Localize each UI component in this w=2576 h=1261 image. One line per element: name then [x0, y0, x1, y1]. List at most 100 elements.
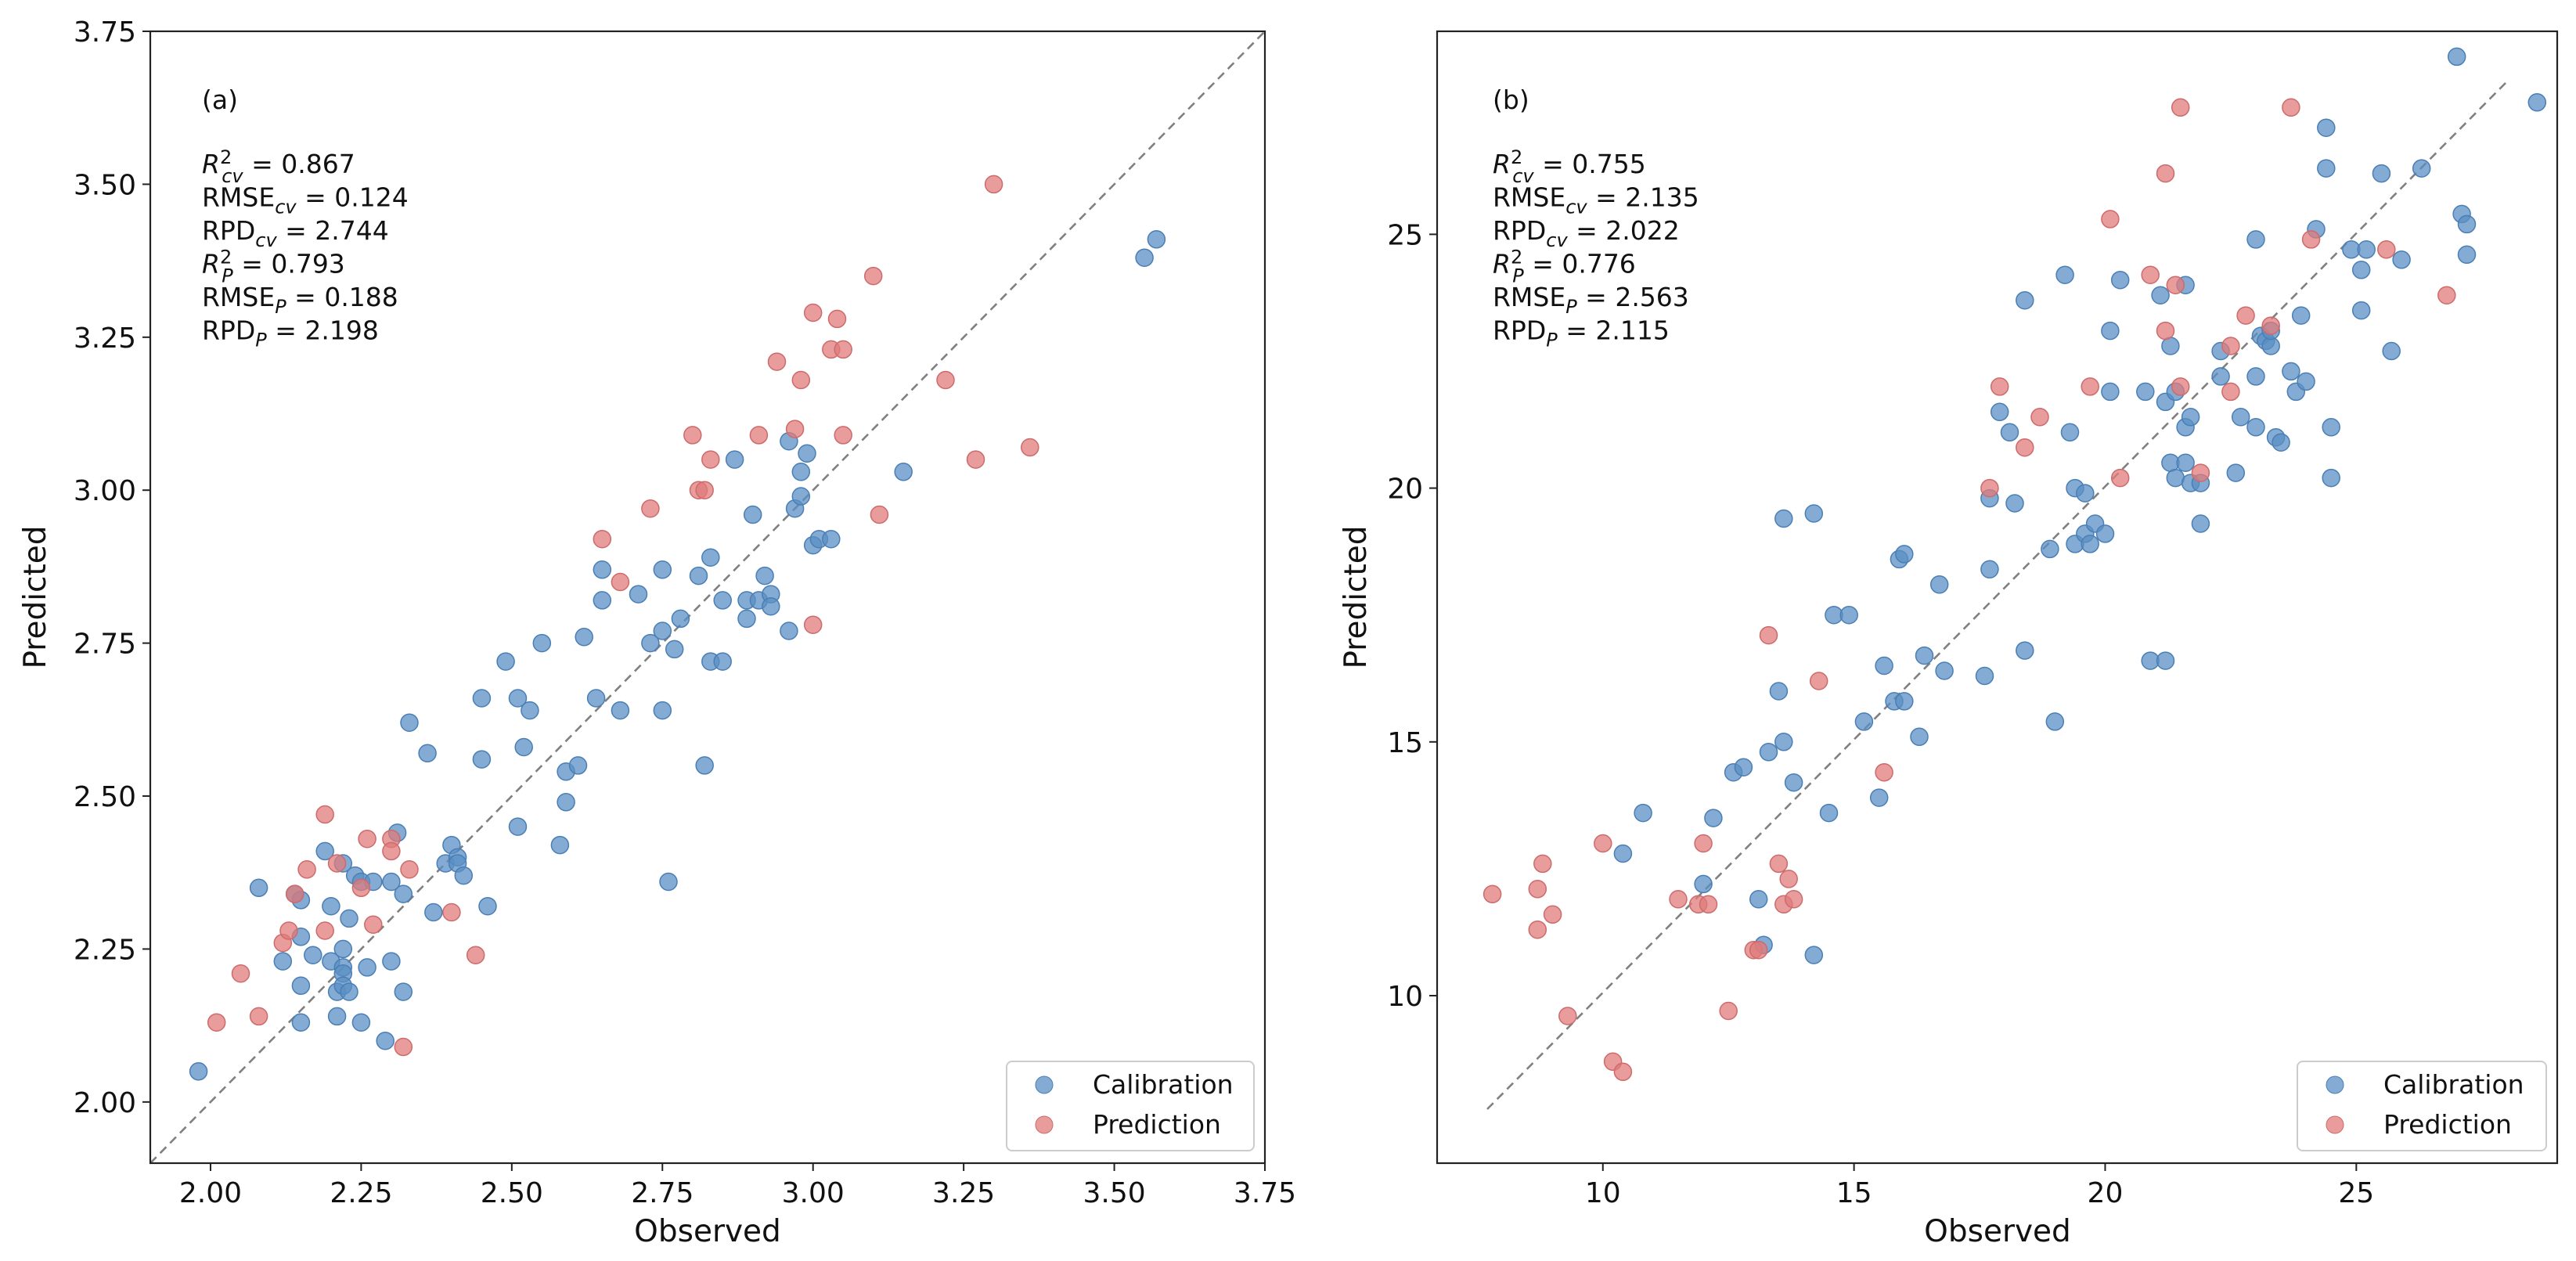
- panel-b-calibration-point: [2181, 408, 2200, 427]
- panel-a-prediction-point: [394, 1037, 413, 1057]
- panel-b-calibration-point: [1749, 890, 1768, 909]
- panel-b-prediction-point: [1875, 762, 1893, 782]
- panel-b-calibration-point: [2191, 514, 2210, 533]
- panel-b-calibration-point: [2101, 382, 2120, 402]
- panel-a-calibration-point: [568, 756, 588, 775]
- panel-a-calibration-point: [557, 793, 575, 812]
- panel-a-calibration-point: [593, 591, 612, 610]
- panel-a-legend: Calibration Prediction: [1006, 1061, 1255, 1151]
- panel-a-label: (a): [202, 85, 238, 115]
- panel-b-prediction-point: [1528, 880, 1547, 899]
- panel-b-x-ticks: 10 15 20 25: [1585, 1163, 2374, 1209]
- panel-a-prediction-point: [358, 829, 376, 848]
- panel-a-calibration-point: [1135, 248, 1154, 267]
- panel-a-calibration-point: [315, 841, 334, 861]
- panel-b-legend: Calibration Prediction: [2297, 1061, 2547, 1151]
- panel-b-x-tick-label: 20: [2088, 1177, 2124, 1209]
- panel-a-calibration-point: [333, 939, 353, 959]
- panel-a-calibration-point: [340, 982, 358, 1001]
- panel-b-prediction-point: [2030, 408, 2049, 427]
- panel-a-y-tick-label: 2.50: [74, 781, 136, 813]
- panel-a-prediction-point: [641, 499, 660, 518]
- panel-a-calibration-point: [472, 750, 492, 769]
- panel-b-prediction-point: [2261, 316, 2280, 335]
- panel-a-prediction-point: [749, 426, 769, 445]
- panel-a-x-tick-label: 2.00: [179, 1177, 242, 1209]
- panel-b-prediction-point: [2171, 377, 2190, 396]
- panel-b-calibration-point: [2372, 164, 2391, 183]
- panel-a-calibration-point: [653, 701, 672, 720]
- panel-a-prediction-point: [364, 915, 383, 934]
- panel-a-y-tick-label: 2.75: [74, 629, 136, 661]
- panel-b-calibration-point: [1915, 646, 1934, 665]
- panel-a-y-tick-label: 3.00: [74, 475, 136, 507]
- panel-b-legend-prediction-label: Prediction: [2383, 1109, 2512, 1140]
- panel-b-calibration-point: [2226, 463, 2246, 482]
- panel-b-calibration-point: [2156, 651, 2175, 670]
- panel-b-y-tick-label: 25: [1387, 219, 1423, 251]
- panel-b-calibration-point: [1895, 692, 1914, 711]
- panel-b-calibration-point: [2351, 301, 2371, 320]
- panel-b-prediction-point: [1749, 940, 1768, 960]
- panel-a-legend-calibration-label: Calibration: [1093, 1069, 1234, 1100]
- panel-b-calibration-point: [2005, 494, 2024, 513]
- panel-b-calibration-point: [2081, 535, 2099, 553]
- panel-b-calibration-point: [1854, 712, 1874, 731]
- panel-b-stat-line: RPDP = 2.115: [1493, 315, 1670, 351]
- panel-b-prediction-point: [2437, 286, 2456, 304]
- panel-b-calibration-point: [2045, 712, 2065, 731]
- panel-b-calibration-point: [1819, 803, 1839, 823]
- panel-a-calibration-point: [351, 1013, 371, 1032]
- panel-a-prediction-point: [297, 860, 316, 879]
- panel-b-calibration-point: [2000, 423, 2019, 442]
- panel-a-prediction-point: [442, 903, 461, 922]
- panel-b-calibration-point: [1910, 727, 1929, 747]
- panel-a-calibration-point: [249, 878, 268, 898]
- panel-a-calibration-point: [382, 872, 401, 892]
- panel-a-stat-line: RPDP = 2.198: [202, 315, 379, 351]
- panel-b-calibration-point: [2297, 372, 2315, 391]
- panel-b-prediction-point: [2221, 337, 2240, 355]
- panel-b-legend-box: [2297, 1061, 2547, 1151]
- panel-b-calibration-point: [2231, 408, 2250, 427]
- panel-a-legend-prediction-label: Prediction: [1093, 1109, 1221, 1140]
- panel-a-calibration-point: [894, 463, 913, 481]
- panel-b-y-axis-label: Predicted: [1338, 525, 1374, 668]
- panel-b-calibration-point: [1704, 809, 1723, 827]
- panel-a-x-axis-label: Observed: [634, 1214, 781, 1249]
- panel-b-prediction-point: [2141, 265, 2160, 284]
- panel-b-calibration-point: [1975, 666, 1994, 686]
- panel-a-y-ticks: 2.00 2.25 2.50 2.75 3.00 3.25 3.50 3.75: [74, 16, 150, 1119]
- panel-b-prediction-point: [1769, 854, 1789, 874]
- panel-b-calibration-point: [2527, 93, 2547, 112]
- panel-a-prediction-point: [966, 450, 985, 469]
- panel-a-calibration-point: [665, 640, 684, 659]
- panel-b-prediction-point: [1980, 478, 1999, 498]
- panel-a-prediction-point: [466, 946, 485, 964]
- panel-b-stat-line: RMSEcv = 2.135: [1493, 182, 1699, 218]
- panel-a-legend-prediction-marker: [1035, 1115, 1054, 1134]
- panel-a-prediction-point: [791, 370, 811, 390]
- panel-b-calibration-point: [1895, 545, 1914, 564]
- panel-b-calibration-point: [2317, 159, 2336, 178]
- panel-a-calibration-point: [478, 896, 497, 916]
- panel-a-calibration-point: [424, 903, 443, 922]
- panel-b-calibration-point: [2272, 433, 2290, 452]
- panel-b-calibration-point: [1980, 560, 1999, 579]
- panel-b-calibration-point: [2076, 484, 2095, 503]
- panel-a-stat-line: RMSEP = 0.188: [202, 282, 398, 318]
- panel-b-y-tick-label: 20: [1387, 474, 1423, 506]
- panel-b-calibration-point: [2211, 367, 2230, 386]
- panel-b-label: (b): [1493, 85, 1529, 115]
- panel-b-prediction-point: [1483, 885, 1502, 904]
- panel-b-stat-line: R2 cv = 0.755: [1493, 146, 1646, 187]
- panel-a-calibration-point: [521, 701, 539, 720]
- panel-b-calibration-point: [1804, 946, 1824, 964]
- panel-b-prediction-point: [1809, 672, 1828, 690]
- panel-a-x-tick-label: 3.75: [1234, 1177, 1296, 1209]
- panel-a-prediction-point: [695, 481, 714, 499]
- panel-a-prediction-point: [803, 303, 823, 322]
- panel-a-y-tick-label: 2.25: [74, 934, 136, 966]
- panel-a-calibration-point: [780, 621, 798, 640]
